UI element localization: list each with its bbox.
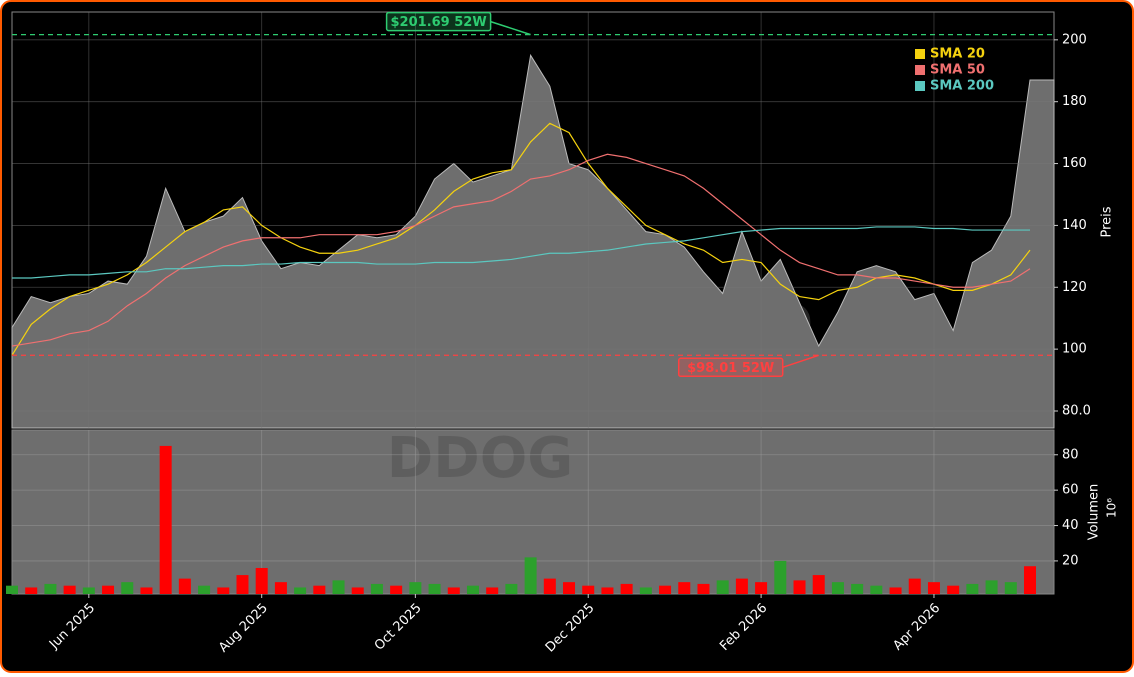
volume-bar bbox=[620, 583, 633, 594]
volume-bar bbox=[102, 585, 115, 594]
annotation-label: $201.69 52W bbox=[391, 15, 487, 30]
volume-bar bbox=[947, 585, 960, 594]
volume-bar bbox=[294, 587, 307, 594]
volume-bar bbox=[716, 580, 729, 594]
sma-line bbox=[11, 153, 1031, 347]
volume-bar bbox=[313, 585, 326, 594]
volume-bar bbox=[505, 583, 518, 594]
y-tick-label: 120 bbox=[1062, 280, 1087, 295]
volume-bar bbox=[697, 583, 710, 594]
volume-bar bbox=[428, 583, 441, 594]
y-tick-label: 160 bbox=[1062, 156, 1087, 171]
legend-label: SMA 20 bbox=[930, 47, 985, 62]
volume-bar bbox=[351, 587, 364, 594]
y-tick-label: 180 bbox=[1062, 94, 1087, 109]
legend-label: SMA 50 bbox=[930, 63, 985, 78]
volume-bar bbox=[255, 567, 268, 594]
volume-bar bbox=[831, 582, 844, 594]
volume-bar bbox=[140, 587, 153, 594]
legend-swatch bbox=[915, 65, 925, 75]
volume-bar bbox=[966, 583, 979, 594]
volume-bar bbox=[889, 587, 902, 594]
volume-bar bbox=[447, 587, 460, 594]
volume-bar bbox=[793, 580, 806, 594]
y-tick-label: 60 bbox=[1062, 483, 1079, 498]
volume-bar bbox=[6, 585, 18, 594]
y-tick-label: 40 bbox=[1062, 518, 1079, 533]
y-tick-label: 80.0 bbox=[1062, 403, 1091, 418]
volume-bar bbox=[755, 582, 768, 594]
volume-bar bbox=[486, 587, 499, 594]
y-axis-label: Preis bbox=[1100, 206, 1115, 237]
volume-bar bbox=[1004, 582, 1017, 594]
volume-bar bbox=[601, 587, 614, 594]
volume-bar bbox=[908, 578, 921, 594]
volume-bar bbox=[409, 582, 422, 594]
volume-bar bbox=[524, 557, 537, 594]
volume-bar bbox=[236, 575, 249, 594]
y-tick-label: 100 bbox=[1062, 342, 1087, 357]
volume-bar bbox=[563, 582, 576, 594]
volume-bar bbox=[582, 585, 595, 594]
volume-bar bbox=[735, 578, 748, 594]
volume-bar bbox=[466, 585, 479, 594]
volume-bar bbox=[927, 582, 940, 594]
volume-bar bbox=[332, 580, 345, 594]
volume-bar bbox=[82, 587, 95, 594]
annotation-arrow bbox=[782, 354, 819, 368]
volume-bar bbox=[985, 580, 998, 594]
volume-bar bbox=[63, 585, 76, 594]
volume-bar bbox=[1024, 566, 1036, 594]
watermark-symbol: DDOG bbox=[387, 426, 574, 491]
annotation-label: $98.01 52W bbox=[687, 361, 774, 376]
volume-bar bbox=[639, 587, 652, 594]
volume-bar bbox=[678, 582, 691, 594]
volume-bar bbox=[870, 585, 883, 594]
volume-bar bbox=[659, 585, 672, 594]
volume-bar bbox=[774, 560, 787, 594]
volume-offset-label: 10⁶ bbox=[1105, 498, 1119, 518]
volume-bar bbox=[543, 578, 556, 594]
volume-bar bbox=[390, 585, 403, 594]
volume-bar bbox=[217, 587, 230, 594]
volume-bar bbox=[851, 583, 864, 594]
legend-swatch bbox=[915, 81, 925, 91]
y-tick-label: 140 bbox=[1062, 218, 1087, 233]
legend-label: SMA 200 bbox=[930, 79, 994, 94]
annotation-arrow bbox=[490, 20, 531, 36]
annotation: $201.69 52W bbox=[385, 11, 531, 36]
volume-axis-label: Volumen bbox=[1087, 484, 1102, 541]
volume-bar bbox=[121, 582, 134, 594]
annotation: $98.01 52W bbox=[677, 354, 819, 378]
volume-bar bbox=[178, 578, 191, 594]
y-tick-label: 200 bbox=[1062, 32, 1087, 47]
volume-bar bbox=[370, 583, 383, 594]
y-tick-label: 20 bbox=[1062, 553, 1079, 568]
volume-bar bbox=[44, 583, 57, 594]
volume-bar bbox=[812, 575, 825, 594]
volume-bar bbox=[274, 582, 287, 594]
sma-line bbox=[12, 226, 1030, 279]
volume-bar bbox=[198, 585, 211, 594]
volume-bar bbox=[25, 587, 38, 594]
volume-bar bbox=[159, 445, 172, 594]
legend-swatch bbox=[915, 49, 925, 59]
sma-line bbox=[11, 122, 1031, 356]
y-tick-label: 80 bbox=[1062, 447, 1079, 462]
